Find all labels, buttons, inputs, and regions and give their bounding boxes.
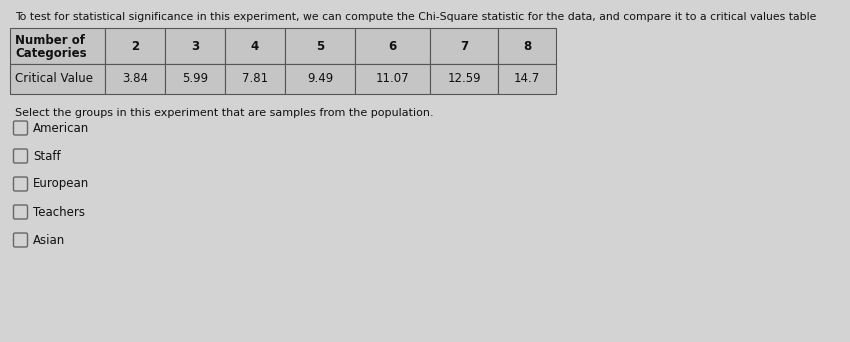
Text: Critical Value: Critical Value [15,73,93,86]
Bar [165,64,225,94]
FancyBboxPatch shape [14,149,27,163]
Text: Number of: Number of [15,34,85,47]
Text: Asian: Asian [33,234,65,247]
Bar [498,64,556,94]
Bar [10,28,105,64]
FancyBboxPatch shape [14,205,27,219]
Text: 9.49: 9.49 [307,73,333,86]
Text: 3: 3 [191,39,199,53]
Text: 5: 5 [316,39,324,53]
Bar [498,28,556,64]
Bar [105,28,165,64]
Text: Select the groups in this experiment that are samples from the population.: Select the groups in this experiment tha… [15,108,434,118]
Text: 14.7: 14.7 [514,73,540,86]
Bar [225,28,285,64]
Text: 12.59: 12.59 [447,73,481,86]
Bar [10,64,105,94]
Bar [285,28,355,64]
Text: Categories: Categories [15,47,87,60]
FancyBboxPatch shape [14,233,27,247]
Bar [355,28,430,64]
Bar [285,64,355,94]
Text: Teachers: Teachers [33,206,85,219]
Text: Staff: Staff [33,149,60,162]
Bar [225,64,285,94]
Text: 2: 2 [131,39,139,53]
Text: 5.99: 5.99 [182,73,208,86]
Text: 6: 6 [388,39,397,53]
Bar [430,28,498,64]
FancyBboxPatch shape [14,121,27,135]
Text: American: American [33,121,89,134]
FancyBboxPatch shape [14,177,27,191]
Text: To test for statistical significance in this experiment, we can compute the Chi-: To test for statistical significance in … [15,12,816,22]
Bar [165,28,225,64]
Text: 3.84: 3.84 [122,73,148,86]
Text: 7: 7 [460,39,468,53]
Bar [430,64,498,94]
Text: 11.07: 11.07 [376,73,410,86]
Bar [355,64,430,94]
Text: European: European [33,177,89,190]
Text: 7.81: 7.81 [242,73,268,86]
Text: 4: 4 [251,39,259,53]
Text: 8: 8 [523,39,531,53]
Bar [105,64,165,94]
